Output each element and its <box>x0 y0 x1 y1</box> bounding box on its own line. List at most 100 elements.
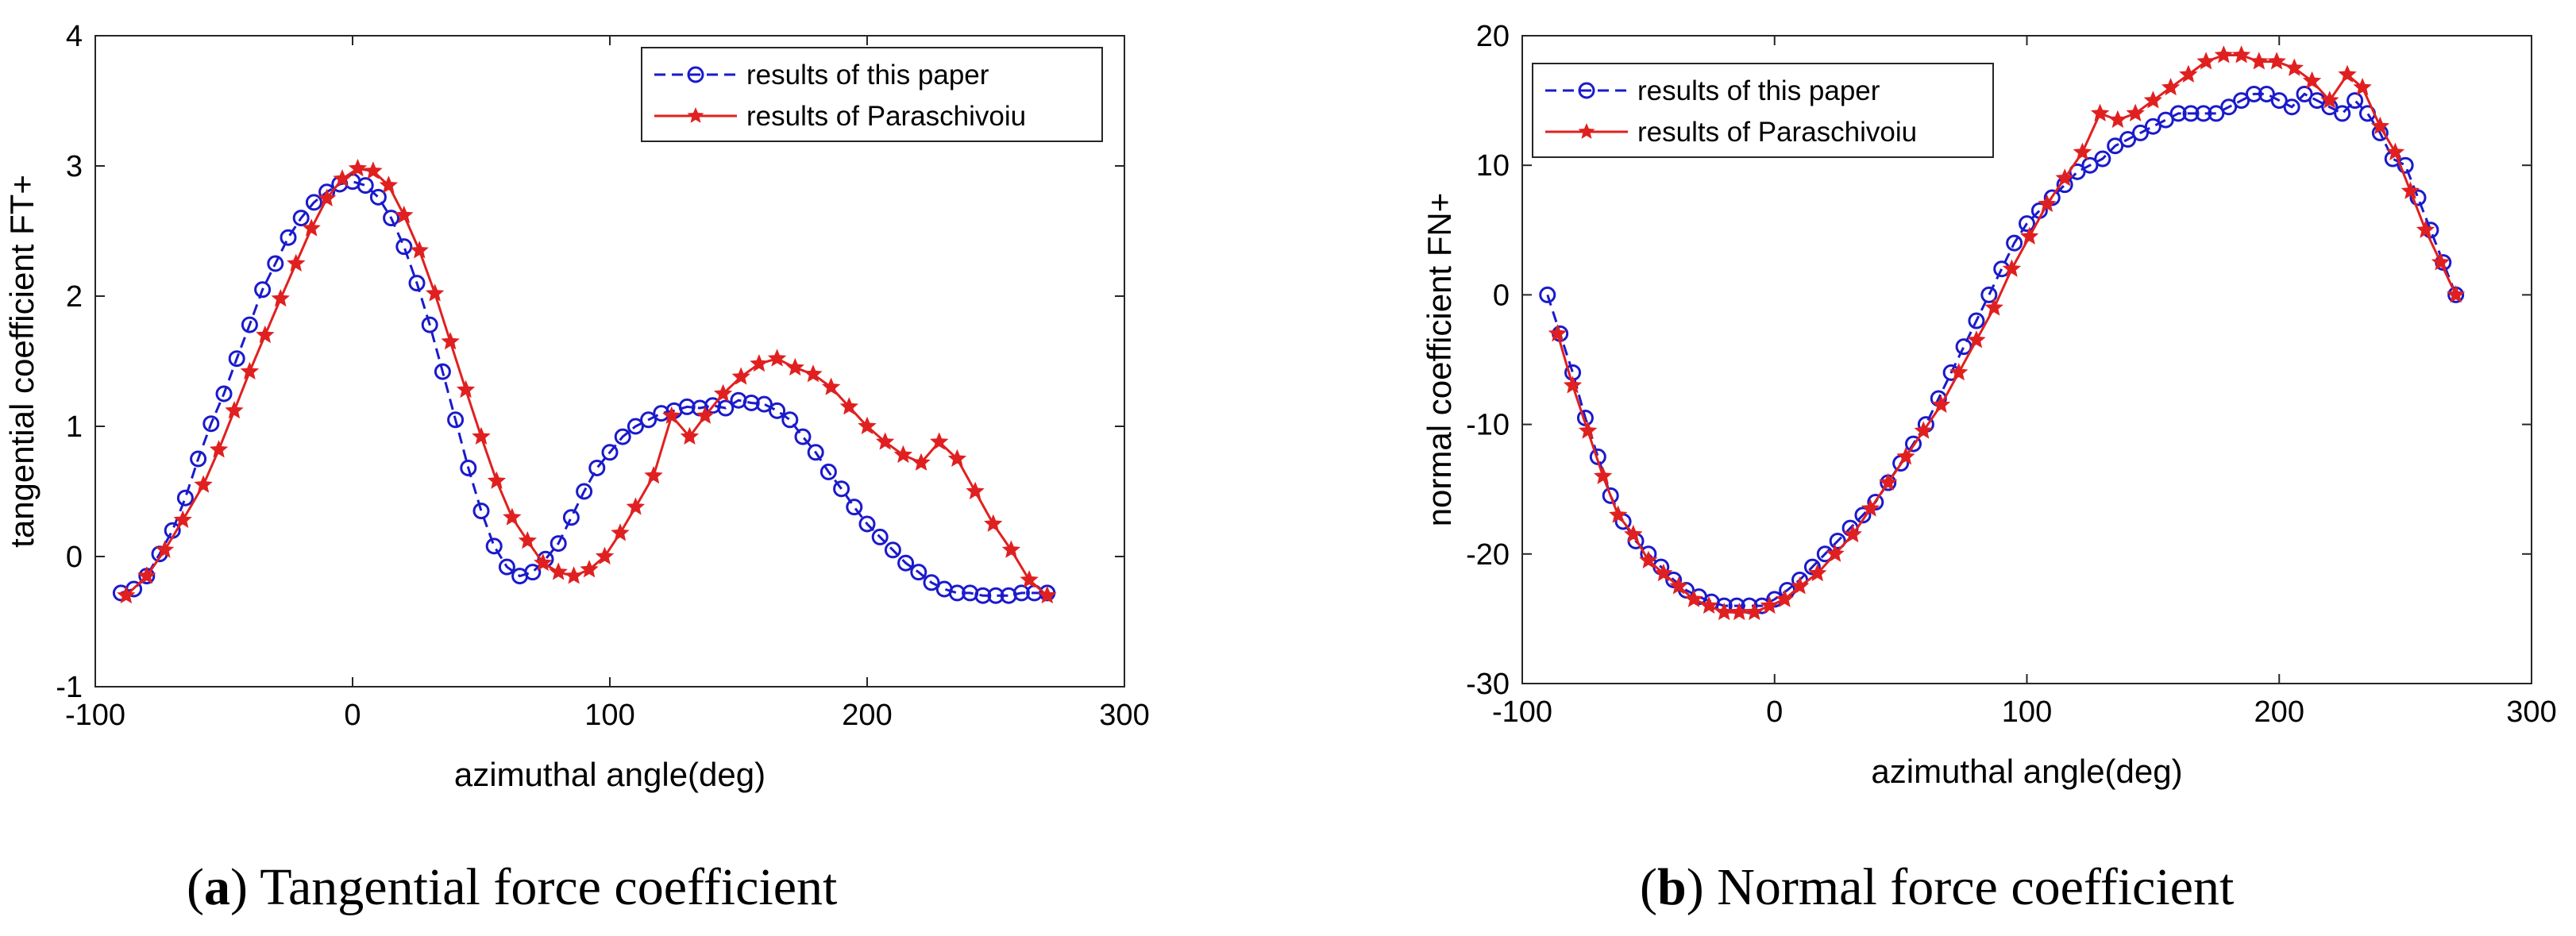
panel-a-legend: results of this paper results of Paraschi… <box>641 47 1103 142</box>
panel-b-data-point <box>1896 447 1915 465</box>
panel-a-data-point <box>680 426 700 445</box>
panel-b-data-point <box>2231 45 2251 64</box>
panel-b-data-point <box>1775 589 1795 607</box>
panel-a-data-point <box>487 471 507 489</box>
panel-a-data-point <box>588 459 606 476</box>
panel-a-data-point <box>821 377 841 395</box>
panel-a-data-point <box>948 584 966 602</box>
panel-a-data-point <box>833 480 850 498</box>
panel-a-legend-label: results of this paper <box>746 60 989 91</box>
panel-a-data-point <box>947 449 967 467</box>
panel-b-data-point <box>1980 286 1998 303</box>
panel-b-data-point <box>1548 324 1568 342</box>
panel-a-data-point <box>601 444 619 461</box>
panel-a-data-point <box>190 450 207 468</box>
caption-a: (a) Tangential force coefficient <box>187 858 838 916</box>
panel-a-data-point <box>804 364 823 383</box>
panel-a-data-point <box>333 169 352 187</box>
panel-a-series-line <box>120 180 1047 597</box>
panel-a-data-point <box>819 463 837 480</box>
panel-b-data-point <box>2090 103 2110 121</box>
panel-a-data-point <box>472 426 491 445</box>
panel-b-data-point <box>2019 226 2039 245</box>
panel-a-y-tick-label: 3 <box>66 150 83 183</box>
panel-a-data-point <box>155 540 175 558</box>
panel-b-x-tick-label: 0 <box>1766 695 1783 729</box>
panel-b-data-point <box>1760 595 1780 614</box>
panel-b-data-point <box>2353 77 2372 96</box>
panel-b-data-point <box>1578 421 1598 439</box>
panel-b-data-point <box>1843 525 1862 543</box>
panel-b-data-point <box>2208 105 2225 122</box>
panel-b-data-point <box>2143 91 2163 109</box>
caption-b-text: Normal force coefficient <box>1717 858 2235 916</box>
panel-b-data-point <box>1931 395 1951 414</box>
panel-a-data-point <box>364 161 383 179</box>
panel-a-data-point <box>550 535 567 553</box>
panel-a-data-point <box>383 210 400 227</box>
panel-b-data-point <box>2144 117 2161 135</box>
panel-a-data-point <box>614 428 631 445</box>
panel-a-data-point <box>498 558 515 576</box>
panel-a-data-point <box>472 503 490 520</box>
panel-b-y-tick-label: 0 <box>1493 279 1510 312</box>
panel-b-data-point <box>1539 286 1556 303</box>
panel-a-data-point <box>858 515 876 533</box>
panel-b-data-point <box>2169 105 2187 122</box>
panel-b-data-point <box>1854 507 1872 524</box>
panel-a-data-point <box>348 158 368 177</box>
panel-b-data-point <box>2126 103 2145 121</box>
panel-a-y-tick-label: 0 <box>66 541 83 574</box>
panel-b-data-point <box>2416 220 2435 238</box>
panel-a-data-point <box>137 566 156 584</box>
panel-a-data-point <box>984 514 1003 532</box>
panel-b-data-point <box>1905 435 1922 453</box>
panel-a-data-point <box>875 432 895 450</box>
panel-a-data-point <box>755 395 773 413</box>
panel-b-series-paraschivoiu <box>1548 45 2466 621</box>
panel-a-data-point <box>176 489 194 507</box>
panel-a-data-point <box>302 218 321 237</box>
panel-b-data-point <box>2401 181 2420 199</box>
panel-b-data-point <box>1829 532 1846 549</box>
panel-b-data-point <box>2347 92 2364 110</box>
panel-a-data-point <box>173 510 192 529</box>
panel-a-data-point <box>974 587 992 604</box>
caption-b-letter: b <box>1656 858 1687 916</box>
panel-b-data-point <box>1665 571 1683 588</box>
caption-a-text: Tangential force coefficient <box>260 858 838 916</box>
panel-b-data-point <box>2296 85 2313 102</box>
panel-a-data-point <box>807 444 824 461</box>
panel-a-data-point <box>717 399 735 417</box>
panel-b-x-tick-label: 100 <box>2002 695 2052 729</box>
panel-a-data-point <box>912 453 931 471</box>
panel-a-data-point <box>534 553 553 572</box>
panel-a-data-point <box>858 416 877 434</box>
panel-a-x-tick-label: 200 <box>842 699 892 732</box>
panel-b-data-point <box>2019 215 2035 233</box>
panel-b-data-point <box>2320 91 2339 109</box>
panel-a-x-tick-label: 100 <box>584 699 634 732</box>
panel-b-data-point <box>1949 362 1969 381</box>
panel-b-x-axis-label: azimuthal angle(deg) <box>1871 753 2182 790</box>
panel-b-y-axis-label: normal coefficient FN+ <box>1421 193 1458 527</box>
panel-a-data-point <box>456 379 476 399</box>
panel-a-data-point <box>897 554 915 572</box>
panel-a-data-point <box>966 481 985 499</box>
panel-a-data-point <box>395 238 413 256</box>
panel-a-data-point <box>225 400 244 419</box>
panel-a-data-point <box>485 537 503 555</box>
panel-a-data-point <box>1001 540 1021 558</box>
panel-b-data-point <box>2073 142 2092 160</box>
panel-b-legend-label: results of Paraschivoiu <box>1637 117 1917 148</box>
panel-b-data-point <box>1879 472 1898 491</box>
panel-b-data-point <box>1955 338 1972 356</box>
panel-b-data-point <box>2107 137 2124 155</box>
panel-a-data-point <box>640 411 657 429</box>
panel-a-data-point <box>441 332 460 350</box>
panel-b-data-point <box>1639 550 1658 568</box>
panel-a-data-point <box>194 475 213 493</box>
panel-b-legend: results of this paper results of Paraschi… <box>1532 63 1994 158</box>
panel-a-data-point <box>518 530 538 549</box>
